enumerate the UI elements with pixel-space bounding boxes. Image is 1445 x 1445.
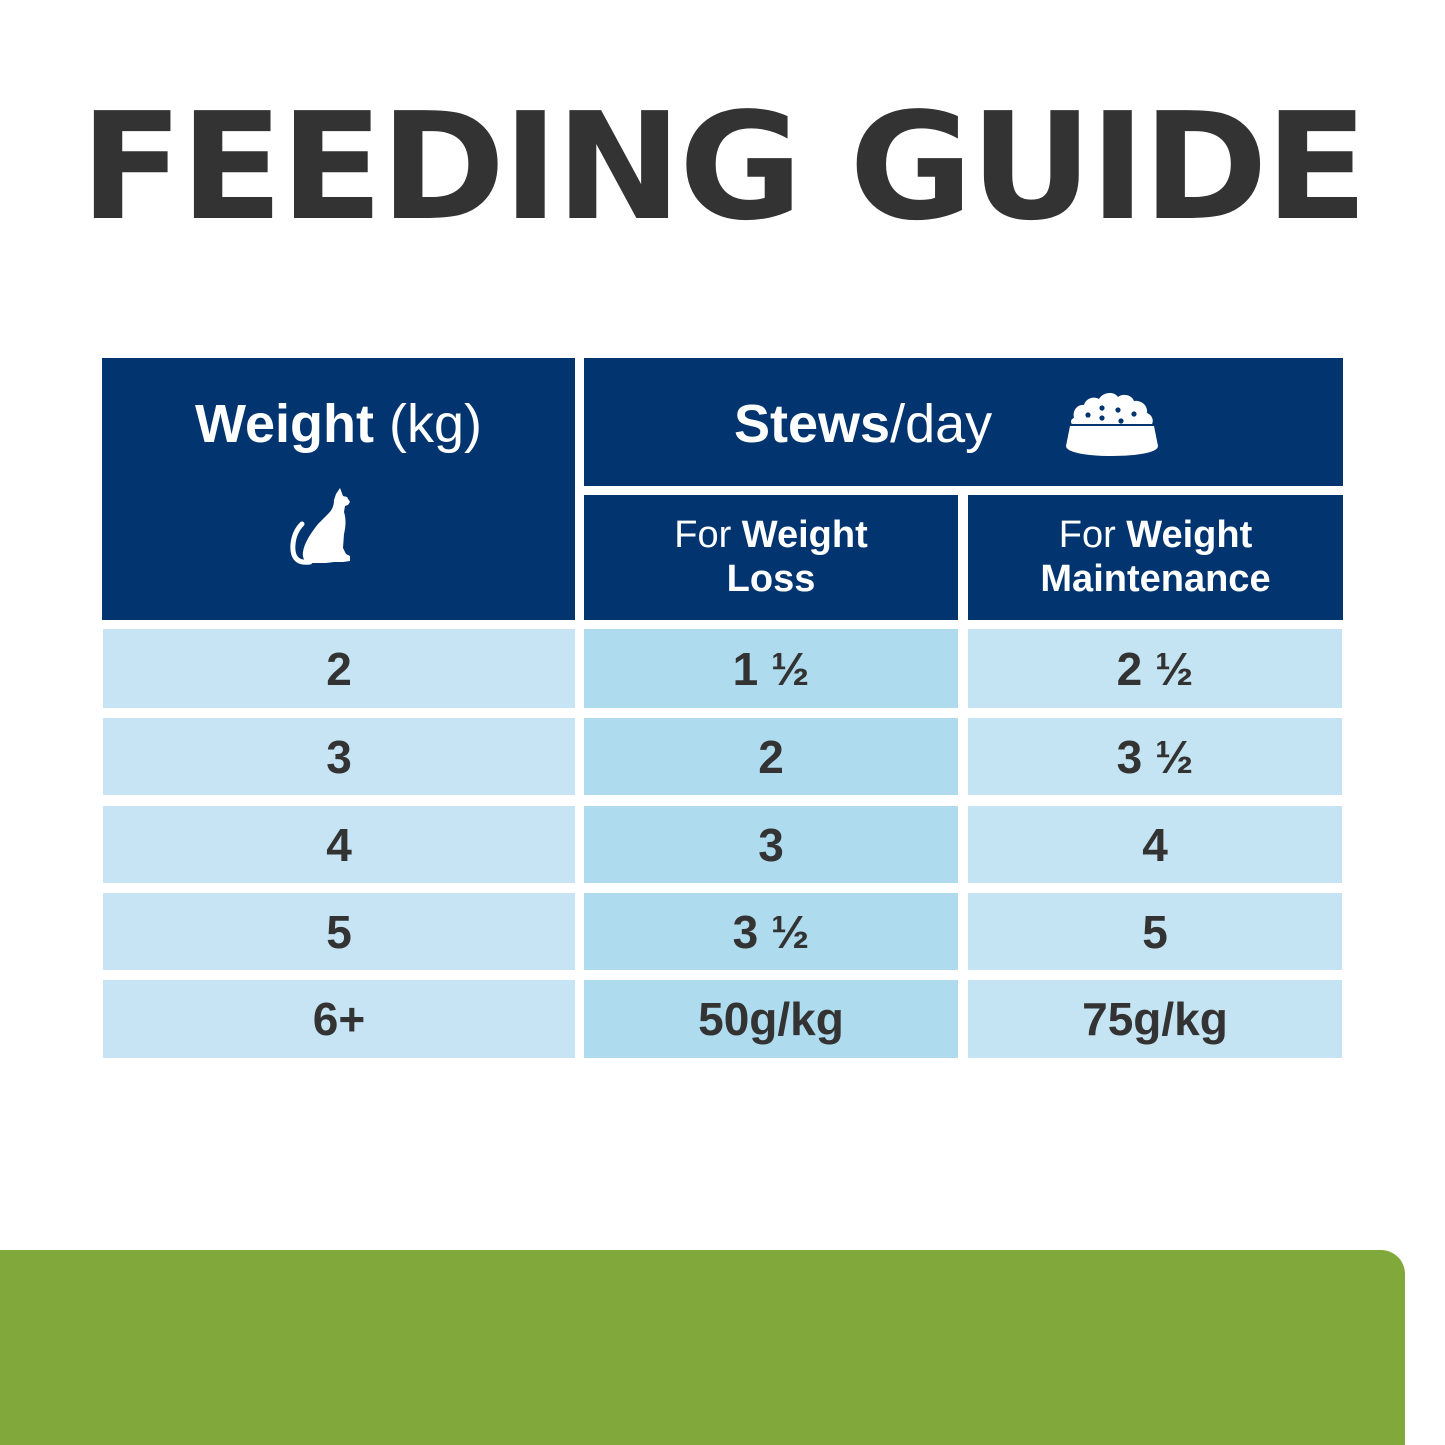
table-row: 6+ 50g/kg 75g/kg <box>0 980 1445 1058</box>
weight-header-label: Weight (kg) <box>102 392 575 456</box>
green-footer-band <box>0 1250 1405 1445</box>
weight-cell: 5 <box>103 893 575 970</box>
weight-loss-cell: 3 <box>584 806 958 883</box>
weight-loss-cell: 3 ½ <box>584 893 958 970</box>
weight-loss-cell: 1 ½ <box>584 629 958 708</box>
table-row: 3 2 3 ½ <box>0 718 1445 795</box>
weight-cell: 6+ <box>103 980 575 1058</box>
weight-loss-header-word: Weight <box>741 514 868 556</box>
weight-maintenance-cell: 3 ½ <box>968 718 1342 795</box>
weight-loss-cell: 50g/kg <box>584 980 958 1058</box>
weight-cell: 2 <box>103 629 575 708</box>
food-bowl-icon <box>1066 393 1158 456</box>
weight-loss-header-prefix: For <box>674 514 742 556</box>
weight-header-bold: Weight <box>195 394 374 454</box>
weight-maintenance-cell: 5 <box>968 893 1342 970</box>
weight-cell: 4 <box>103 806 575 883</box>
weight-maintenance-cell: 4 <box>968 806 1342 883</box>
weight-loss-column-header: For Weight Loss <box>584 495 958 620</box>
weight-maintenance-header-label: For Weight Maintenance <box>968 513 1343 601</box>
weight-maintenance-cell: 75g/kg <box>968 980 1342 1058</box>
cat-icon <box>290 488 350 565</box>
table-row: 2 1 ½ 2 ½ <box>0 629 1445 708</box>
weight-cell: 3 <box>103 718 575 795</box>
weight-loss-cell: 2 <box>584 718 958 795</box>
page-title: FEEDING GUIDE <box>80 81 1368 253</box>
table-row: 4 3 4 <box>0 806 1445 883</box>
table-row: 5 3 ½ 5 <box>0 893 1445 970</box>
stews-header-label: Stews/day <box>734 392 992 456</box>
weight-loss-header-line2: Loss <box>726 558 816 600</box>
stews-header-unit: /day <box>890 394 993 454</box>
stews-per-day-header: Stews/day <box>584 358 1343 486</box>
stews-header-bold: Stews <box>734 394 891 454</box>
weight-maintenance-cell: 2 ½ <box>968 629 1342 708</box>
weight-maintenance-header-word: Weight <box>1126 514 1253 556</box>
weight-maintenance-header-line2: Maintenance <box>1040 558 1271 600</box>
weight-column-header: Weight (kg) <box>102 358 575 620</box>
weight-loss-header-label: For Weight Loss <box>584 513 958 601</box>
weight-header-unit: (kg) <box>373 394 482 454</box>
weight-maintenance-header-prefix: For <box>1058 514 1127 556</box>
weight-maintenance-column-header: For Weight Maintenance <box>968 495 1343 620</box>
